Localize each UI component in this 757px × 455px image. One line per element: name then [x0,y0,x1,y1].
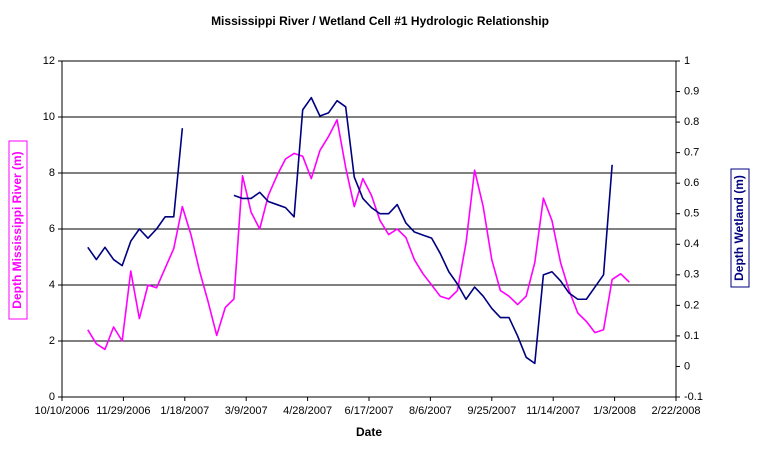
y-tick-label: 10 [43,111,55,123]
x-tick-label: 6/17/2007 [345,405,394,417]
y-tick-label: 12 [43,55,55,67]
plot-frame [61,60,677,398]
x-tick-label: 11/29/2006 [96,405,150,417]
data-line [87,119,630,351]
y2-tick-label: 0.9 [684,85,699,97]
x-tick-label: 2/22/2008 [652,405,701,417]
y2-axis-label: Depth Wetland (m) [732,175,746,281]
x-tick-label: 11/14/2007 [526,405,580,417]
y-tick-label: 4 [49,279,55,291]
y-tick-label: 0 [49,391,55,403]
x-tick-label: 8/6/2007 [409,405,452,417]
y2-tick-label: 0.6 [684,177,699,189]
y-axis-label-box [8,140,28,320]
y-axis-label: Depth Mississippi River (m) [10,151,24,308]
y2-tick-label: 0 [684,360,690,372]
y2-tick-label: 1 [684,55,690,67]
y2-tick-label: 0.1 [684,330,699,342]
x-tick-label: 10/10/2006 [34,405,89,417]
y2-tick-label: 0.2 [684,299,699,311]
y2-tick-label: 0.7 [684,147,699,159]
y-tick-label: 8 [49,167,55,179]
chart-title: Mississippi River / Wetland Cell #1 Hydr… [211,14,549,28]
x-tick-label: 4/28/2007 [283,405,332,417]
y2-tick-label: 0.4 [684,238,699,250]
y-tick-label: 2 [49,335,55,347]
x-axis-label: Date [356,425,382,439]
data-line [87,96,613,365]
x-tick-label: 1/3/2008 [593,405,636,417]
y2-tick-label: 0.8 [684,116,699,128]
y2-tick-label: -0.1 [684,391,703,403]
y-tick-label: 6 [49,223,55,235]
x-tick-label: 3/9/2007 [225,405,268,417]
x-tick-label: 1/18/2007 [160,405,209,417]
y2-axis-label-box [730,168,750,288]
x-tick-label: 9/25/2007 [467,405,516,417]
y2-tick-label: 0.3 [684,269,699,281]
y2-tick-label: 0.5 [684,208,699,220]
